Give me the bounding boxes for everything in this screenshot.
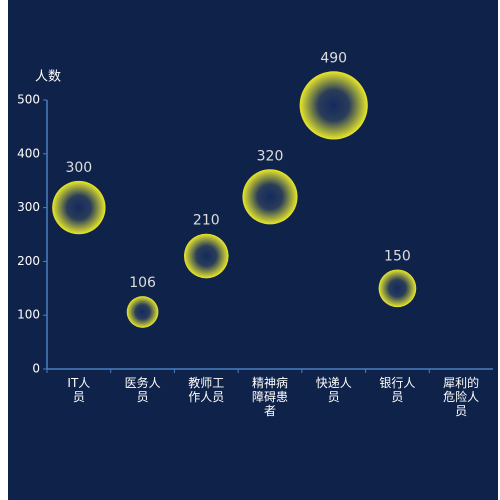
value-label: 320 (257, 148, 284, 164)
x-tick-label-line: 医务人 (125, 375, 161, 390)
y-axis-label: 人数 (35, 70, 61, 85)
x-tick-label-line: 危险人 (443, 389, 479, 404)
x-tick-label: IT人员 (67, 376, 90, 404)
x-tick-label-line: 作人员 (188, 390, 224, 404)
value-label: 490 (320, 50, 347, 66)
x-tick-label-line: 银行人 (379, 376, 415, 390)
bubble (126, 296, 159, 328)
value-label: 106 (129, 275, 156, 291)
x-tick-label-line: 者 (264, 404, 276, 418)
x-tick-label-line: 员 (73, 390, 85, 404)
value-label: 210 (193, 213, 220, 229)
x-tick-label: 精神病障碍患者 (252, 375, 288, 418)
bubble (378, 269, 417, 308)
x-tick-label: 银行人员 (379, 376, 415, 404)
x-tick-label-line: 员 (328, 390, 340, 404)
x-tick-label-line: 精神病 (252, 375, 288, 390)
value-label: 300 (65, 160, 92, 176)
x-tick-label-line: 障碍患 (252, 389, 288, 404)
x-tick-label-line: 员 (137, 390, 149, 404)
x-tick-label-line: 教师工 (188, 375, 224, 390)
bubble (299, 71, 368, 140)
y-tick-label: 0 (32, 362, 40, 376)
x-tick-label: 快递人员 (316, 376, 352, 404)
x-tick-label-line: 员 (391, 390, 403, 404)
bubble (52, 180, 106, 235)
x-tick-label: 医务人员 (125, 375, 161, 404)
x-tick-label-line: 员 (455, 404, 467, 418)
y-tick-label: 400 (17, 146, 40, 160)
chart-background (8, 0, 498, 500)
x-tick-label-line: 犀利的 (443, 375, 479, 390)
bubble (183, 233, 229, 279)
x-tick-label: 犀利的危险人员 (443, 375, 479, 418)
x-tick-label: 教师工作人员 (188, 375, 224, 404)
bubble (242, 169, 298, 225)
x-tick-label-line: IT人 (67, 376, 90, 390)
y-tick-label: 300 (17, 200, 40, 214)
y-tick-label: 200 (17, 254, 40, 268)
y-tick-label: 500 (17, 93, 40, 107)
y-tick-label: 100 (17, 308, 40, 322)
x-tick-label-line: 快递人 (316, 376, 352, 390)
value-label: 150 (384, 248, 411, 264)
